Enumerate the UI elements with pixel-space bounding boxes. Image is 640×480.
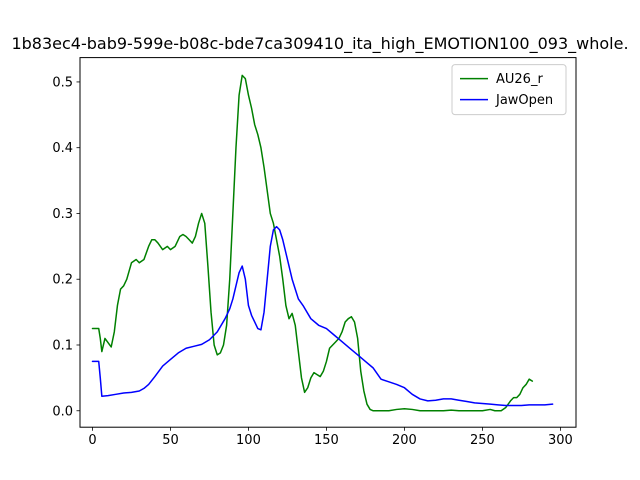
series-line-jawopen (91, 225, 554, 407)
y-axis: 0.0 0.1 0.2 0.3 0.4 0.5 (52, 75, 80, 419)
series-layer (91, 74, 554, 412)
legend: AU26_r JawOpen (451, 64, 567, 116)
series-line-au26-r (91, 74, 534, 412)
x-tick-label: 100 (236, 433, 261, 448)
legend-label-jawopen: JawOpen (495, 93, 553, 108)
x-tick-label: 0 (88, 433, 96, 448)
x-axis: 0 50 100 150 200 250 300 (88, 427, 573, 448)
x-tick-label: 300 (548, 433, 573, 448)
y-tick-label: 0.2 (52, 273, 73, 288)
y-tick-label: 0.1 (52, 338, 73, 353)
y-tick-label: 0.4 (52, 141, 73, 156)
legend-label-au26-r: AU26_r (496, 72, 543, 87)
y-tick-label: 0.0 (52, 404, 73, 419)
x-tick-label: 250 (470, 433, 495, 448)
x-tick-label: 50 (162, 433, 179, 448)
y-tick-label: 0.5 (52, 75, 73, 90)
chart-title: 1b83ec4-bab9-599e-b08c-bde7ca309410_ita_… (11, 34, 628, 54)
y-tick-label: 0.3 (52, 207, 73, 222)
plot-frame (79, 57, 577, 428)
x-tick-label: 200 (392, 433, 417, 448)
x-tick-label: 150 (314, 433, 339, 448)
legend-box (451, 64, 567, 116)
